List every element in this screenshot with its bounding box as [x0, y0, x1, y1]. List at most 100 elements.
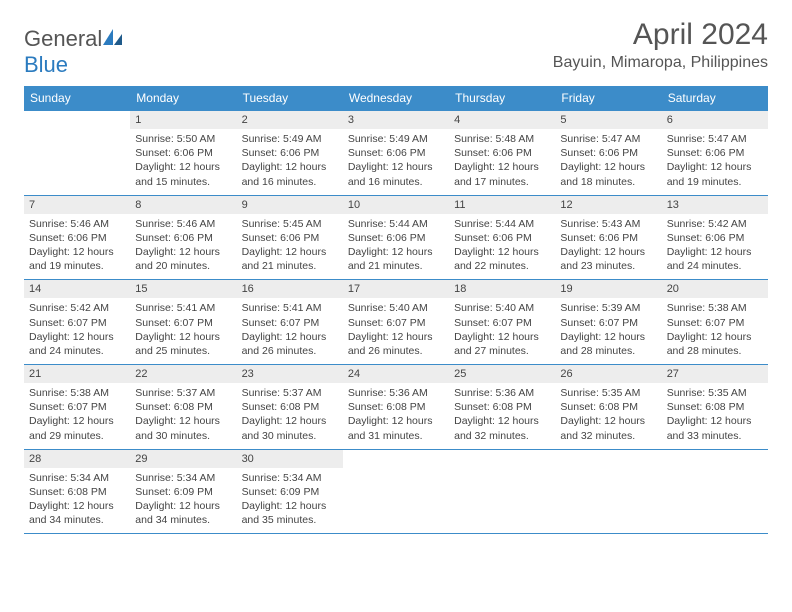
calendar-row: 14Sunrise: 5:42 AMSunset: 6:07 PMDayligh… [24, 280, 768, 365]
calendar-row: 28Sunrise: 5:34 AMSunset: 6:08 PMDayligh… [24, 449, 768, 534]
day-number: 12 [555, 196, 661, 214]
calendar-row: ·1Sunrise: 5:50 AMSunset: 6:06 PMDayligh… [24, 111, 768, 196]
calendar-cell: 5Sunrise: 5:47 AMSunset: 6:06 PMDaylight… [555, 111, 661, 196]
daylight-text: Daylight: 12 hours and 24 minutes. [29, 330, 125, 358]
day-content: Sunrise: 5:49 AMSunset: 6:06 PMDaylight:… [237, 129, 343, 195]
sunset-text: Sunset: 6:08 PM [667, 400, 763, 414]
sunset-text: Sunset: 6:07 PM [454, 316, 550, 330]
day-content: Sunrise: 5:36 AMSunset: 6:08 PMDaylight:… [449, 383, 555, 449]
day-content: Sunrise: 5:47 AMSunset: 6:06 PMDaylight:… [555, 129, 661, 195]
day-content: Sunrise: 5:45 AMSunset: 6:06 PMDaylight:… [237, 214, 343, 280]
sunset-text: Sunset: 6:09 PM [242, 485, 338, 499]
sunrise-text: Sunrise: 5:36 AM [348, 386, 444, 400]
daylight-text: Daylight: 12 hours and 17 minutes. [454, 160, 550, 188]
dayheader-mon: Monday [130, 86, 236, 111]
day-content: Sunrise: 5:49 AMSunset: 6:06 PMDaylight:… [343, 129, 449, 195]
sunrise-text: Sunrise: 5:46 AM [29, 217, 125, 231]
dayheader-sat: Saturday [662, 86, 768, 111]
calendar-cell: 15Sunrise: 5:41 AMSunset: 6:07 PMDayligh… [130, 280, 236, 365]
day-content: Sunrise: 5:48 AMSunset: 6:06 PMDaylight:… [449, 129, 555, 195]
sunrise-text: Sunrise: 5:41 AM [242, 301, 338, 315]
calendar-cell: 25Sunrise: 5:36 AMSunset: 6:08 PMDayligh… [449, 365, 555, 450]
calendar-cell: 18Sunrise: 5:40 AMSunset: 6:07 PMDayligh… [449, 280, 555, 365]
day-number: 23 [237, 365, 343, 383]
brand-part2: Blue [24, 52, 68, 77]
sunrise-text: Sunrise: 5:35 AM [667, 386, 763, 400]
day-number: 19 [555, 280, 661, 298]
sunrise-text: Sunrise: 5:38 AM [29, 386, 125, 400]
sunset-text: Sunset: 6:07 PM [29, 400, 125, 414]
day-number: 14 [24, 280, 130, 298]
sunrise-text: Sunrise: 5:45 AM [242, 217, 338, 231]
sunset-text: Sunset: 6:06 PM [348, 146, 444, 160]
daylight-text: Daylight: 12 hours and 15 minutes. [135, 160, 231, 188]
sunset-text: Sunset: 6:08 PM [135, 400, 231, 414]
day-number: 7 [24, 196, 130, 214]
sunset-text: Sunset: 6:06 PM [135, 146, 231, 160]
sunset-text: Sunset: 6:06 PM [348, 231, 444, 245]
day-number: 28 [24, 450, 130, 468]
day-number: 20 [662, 280, 768, 298]
day-number: 30 [237, 450, 343, 468]
calendar-cell: 13Sunrise: 5:42 AMSunset: 6:06 PMDayligh… [662, 195, 768, 280]
sunrise-text: Sunrise: 5:47 AM [667, 132, 763, 146]
daylight-text: Daylight: 12 hours and 19 minutes. [667, 160, 763, 188]
sunset-text: Sunset: 6:06 PM [560, 231, 656, 245]
sunrise-text: Sunrise: 5:37 AM [135, 386, 231, 400]
calendar-cell: · [662, 449, 768, 534]
sunset-text: Sunset: 6:06 PM [29, 231, 125, 245]
day-content: Sunrise: 5:46 AMSunset: 6:06 PMDaylight:… [130, 214, 236, 280]
day-content: Sunrise: 5:35 AMSunset: 6:08 PMDaylight:… [555, 383, 661, 449]
sunrise-text: Sunrise: 5:49 AM [348, 132, 444, 146]
sunset-text: Sunset: 6:08 PM [242, 400, 338, 414]
calendar-cell: · [24, 111, 130, 196]
calendar-cell: 29Sunrise: 5:34 AMSunset: 6:09 PMDayligh… [130, 449, 236, 534]
daylight-text: Daylight: 12 hours and 21 minutes. [348, 245, 444, 273]
day-number: 27 [662, 365, 768, 383]
sunrise-text: Sunrise: 5:43 AM [560, 217, 656, 231]
daylight-text: Daylight: 12 hours and 23 minutes. [560, 245, 656, 273]
day-number: 13 [662, 196, 768, 214]
sunset-text: Sunset: 6:07 PM [29, 316, 125, 330]
calendar-cell: 4Sunrise: 5:48 AMSunset: 6:06 PMDaylight… [449, 111, 555, 196]
day-header-row: Sunday Monday Tuesday Wednesday Thursday… [24, 86, 768, 111]
sunset-text: Sunset: 6:06 PM [667, 146, 763, 160]
daylight-text: Daylight: 12 hours and 28 minutes. [560, 330, 656, 358]
sunrise-text: Sunrise: 5:36 AM [454, 386, 550, 400]
day-content: Sunrise: 5:50 AMSunset: 6:06 PMDaylight:… [130, 129, 236, 195]
day-number: 17 [343, 280, 449, 298]
calendar-cell: 11Sunrise: 5:44 AMSunset: 6:06 PMDayligh… [449, 195, 555, 280]
day-number: 15 [130, 280, 236, 298]
day-content: Sunrise: 5:42 AMSunset: 6:07 PMDaylight:… [24, 298, 130, 364]
page-title: April 2024 [553, 18, 768, 52]
calendar-cell: · [555, 449, 661, 534]
sunset-text: Sunset: 6:09 PM [135, 485, 231, 499]
brand-logo: GeneralBlue [24, 18, 124, 78]
day-content: Sunrise: 5:39 AMSunset: 6:07 PMDaylight:… [555, 298, 661, 364]
daylight-text: Daylight: 12 hours and 16 minutes. [242, 160, 338, 188]
day-number: 18 [449, 280, 555, 298]
dayheader-tue: Tuesday [237, 86, 343, 111]
sunrise-text: Sunrise: 5:38 AM [667, 301, 763, 315]
sunset-text: Sunset: 6:06 PM [242, 146, 338, 160]
calendar-table: Sunday Monday Tuesday Wednesday Thursday… [24, 86, 768, 534]
page-header: GeneralBlue April 2024 Bayuin, Mimaropa,… [24, 18, 768, 78]
sunset-text: Sunset: 6:06 PM [135, 231, 231, 245]
sunrise-text: Sunrise: 5:37 AM [242, 386, 338, 400]
day-number: 2 [237, 111, 343, 129]
calendar-row: 21Sunrise: 5:38 AMSunset: 6:07 PMDayligh… [24, 365, 768, 450]
daylight-text: Daylight: 12 hours and 35 minutes. [242, 499, 338, 527]
day-content: Sunrise: 5:38 AMSunset: 6:07 PMDaylight:… [662, 298, 768, 364]
daylight-text: Daylight: 12 hours and 22 minutes. [454, 245, 550, 273]
daylight-text: Daylight: 12 hours and 33 minutes. [667, 414, 763, 442]
sunrise-text: Sunrise: 5:34 AM [29, 471, 125, 485]
day-content: Sunrise: 5:42 AMSunset: 6:06 PMDaylight:… [662, 214, 768, 280]
calendar-cell: 19Sunrise: 5:39 AMSunset: 6:07 PMDayligh… [555, 280, 661, 365]
day-number: 9 [237, 196, 343, 214]
day-content: Sunrise: 5:37 AMSunset: 6:08 PMDaylight:… [130, 383, 236, 449]
sunrise-text: Sunrise: 5:42 AM [29, 301, 125, 315]
daylight-text: Daylight: 12 hours and 32 minutes. [454, 414, 550, 442]
calendar-cell: 26Sunrise: 5:35 AMSunset: 6:08 PMDayligh… [555, 365, 661, 450]
day-content: Sunrise: 5:36 AMSunset: 6:08 PMDaylight:… [343, 383, 449, 449]
daylight-text: Daylight: 12 hours and 30 minutes. [242, 414, 338, 442]
